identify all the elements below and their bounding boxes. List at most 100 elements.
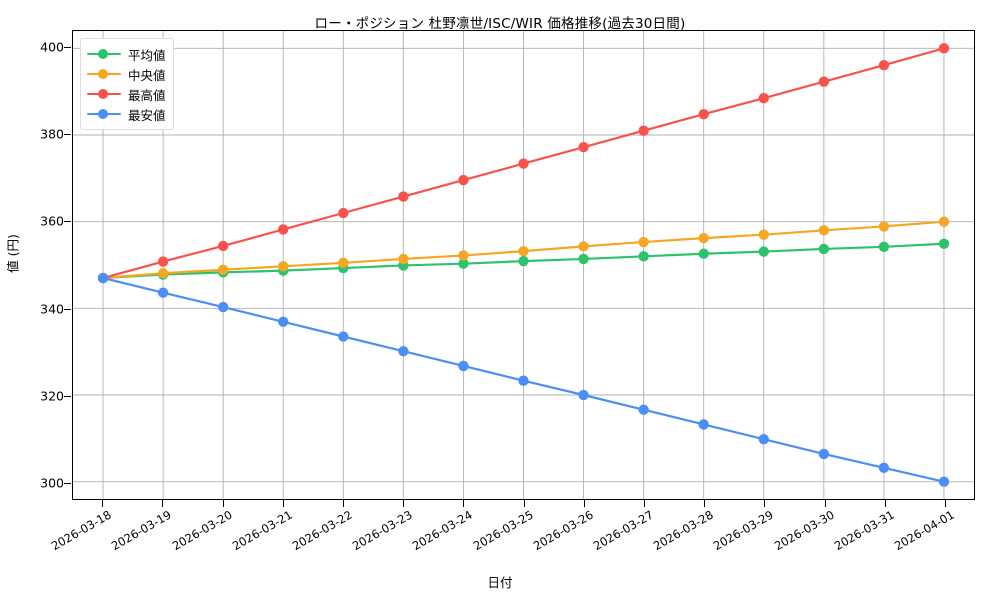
- y-axis-tick-mark: [64, 308, 71, 310]
- series-marker: [878, 462, 890, 473]
- series-marker: [217, 264, 229, 275]
- series-marker: [458, 250, 469, 261]
- y-axis-tick-label: 360: [40, 213, 64, 229]
- x-axis-tick-mark: [884, 500, 886, 507]
- series-marker: [818, 448, 830, 460]
- y-axis-tick-label: 400: [40, 39, 64, 55]
- series-marker: [638, 125, 649, 136]
- x-axis-tick-label: 2026-03-23: [349, 507, 415, 554]
- x-axis-tick-mark: [162, 500, 164, 507]
- y-axis-title: 値 (円): [5, 234, 21, 273]
- series-marker: [938, 238, 950, 249]
- legend-item-最安値: 最安値: [87, 104, 166, 124]
- chart-legend: 平均値中央値最高値 最安値: [80, 38, 174, 130]
- x-axis-tick-label: 2026-03-25: [470, 507, 536, 554]
- series-marker: [157, 287, 169, 298]
- x-axis-tick-label: 2026-03-26: [530, 507, 596, 554]
- series-marker: [518, 375, 529, 386]
- y-axis-tick-marks: [0, 30, 72, 500]
- legend-swatch-icon: [87, 67, 121, 81]
- legend-marker-dot: [98, 69, 108, 79]
- series-marker: [938, 476, 950, 487]
- series-marker: [638, 236, 649, 248]
- x-axis-tick-mark: [824, 500, 826, 507]
- series-marker: [698, 248, 709, 259]
- legend-label: 最高値: [128, 87, 166, 103]
- legend-marker-dot: [98, 109, 108, 119]
- series-marker: [518, 245, 529, 257]
- series-marker: [278, 224, 289, 235]
- legend-item-中央値: 中央値: [87, 64, 166, 84]
- series-marker: [938, 216, 950, 227]
- y-axis-tick-label: 340: [40, 301, 64, 317]
- series-marker: [217, 301, 229, 313]
- y-axis-tick-mark: [64, 47, 71, 49]
- series-marker: [698, 109, 709, 120]
- x-axis-tick-label: 2026-03-27: [590, 507, 656, 554]
- series-marker: [578, 141, 589, 153]
- y-axis-tick-label: 380: [40, 126, 64, 142]
- series-marker: [398, 253, 409, 265]
- series-marker: [338, 331, 349, 342]
- series-marker: [458, 258, 469, 269]
- plot-area: [72, 30, 975, 500]
- series-marker: [157, 268, 169, 279]
- y-axis-tick-labels: 300 320 340 360 380 400: [10, 30, 64, 500]
- x-axis-tick-mark: [643, 500, 645, 507]
- legend-label: 平均値: [128, 47, 166, 63]
- series-marker: [938, 43, 950, 54]
- x-axis-tick-mark: [523, 500, 525, 507]
- x-axis-tick-mark: [463, 500, 465, 507]
- series-marker: [578, 253, 589, 265]
- x-axis-tick-mark: [583, 500, 585, 507]
- x-axis-title: 日付: [487, 575, 513, 590]
- x-axis-tick-marks: [72, 500, 975, 508]
- x-axis-tick-mark: [403, 500, 405, 507]
- legend-swatch-icon: [87, 47, 121, 61]
- x-axis-tick-label: 2026-03-29: [711, 507, 777, 554]
- x-axis-tick-mark: [282, 500, 284, 507]
- x-axis-tick-mark: [764, 500, 766, 507]
- series-marker: [818, 76, 830, 87]
- series-marker: [758, 92, 769, 104]
- x-axis-tick-label: 2026-03-28: [650, 507, 716, 554]
- chart-title: ロー・ポジション 杜野凛世/ISC/WIR 価格推移(過去30日間): [314, 16, 686, 32]
- series-marker: [818, 225, 830, 236]
- x-axis-tick-label: 2026-03-21: [229, 507, 295, 554]
- series-marker: [338, 257, 349, 269]
- series-marker: [818, 243, 830, 255]
- series-marker: [638, 404, 649, 415]
- series-marker: [398, 191, 409, 202]
- series-marker: [758, 229, 769, 240]
- series-marker: [518, 158, 529, 169]
- x-axis-tick-label: 2026-03-22: [289, 507, 355, 554]
- legend-item-平均値: 平均値: [87, 44, 166, 64]
- series-marker: [458, 360, 469, 372]
- series-marker: [217, 240, 229, 252]
- x-axis-tick-label: 2026-03-30: [771, 507, 837, 554]
- y-axis-tick-mark: [64, 395, 71, 397]
- x-axis-tick-mark: [342, 500, 344, 507]
- legend-swatch-icon: [87, 87, 121, 101]
- legend-swatch-icon: [87, 107, 121, 121]
- series-marker: [578, 389, 589, 401]
- series-marker: [878, 221, 890, 232]
- x-axis-tick-label: 2026-03-18: [48, 507, 114, 554]
- data-series-layer: [97, 43, 950, 487]
- legend-marker-dot: [98, 49, 108, 59]
- series-marker: [518, 255, 529, 267]
- y-axis-tick-mark: [64, 482, 71, 484]
- series-marker: [758, 434, 769, 445]
- series-marker: [157, 256, 169, 267]
- x-axis-tick-mark: [102, 500, 104, 507]
- series-marker: [278, 261, 289, 272]
- series-marker: [97, 272, 109, 284]
- series-marker: [278, 316, 289, 327]
- series-marker: [698, 232, 709, 244]
- y-axis-tick-label: 300: [40, 475, 64, 491]
- x-axis-tick-mark: [222, 500, 224, 507]
- legend-label: 中央値: [128, 67, 166, 83]
- x-axis-tick-label: 2026-04-01: [891, 507, 957, 554]
- data-series-最安値: [97, 272, 950, 487]
- series-marker: [638, 251, 649, 262]
